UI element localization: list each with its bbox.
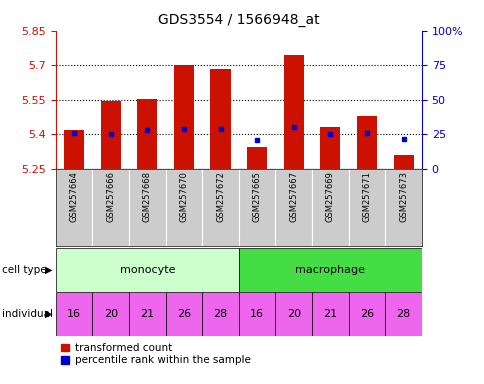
Bar [393,155,413,169]
Text: GSM257668: GSM257668 [142,171,151,222]
Bar [348,292,384,336]
Bar [129,169,166,246]
Bar [166,292,202,336]
Bar [384,169,421,246]
Text: GSM257673: GSM257673 [398,171,408,222]
Bar [239,248,421,292]
Bar [166,169,202,246]
Text: 16: 16 [250,309,264,319]
Text: ▶: ▶ [45,265,52,275]
Bar [92,292,129,336]
Bar [312,169,348,246]
Bar [129,292,166,336]
Bar [137,99,157,169]
Text: individual: individual [2,309,53,319]
Text: 26: 26 [359,309,373,319]
Text: GSM257664: GSM257664 [69,171,78,222]
Text: 20: 20 [286,309,300,319]
Text: GSM257665: GSM257665 [252,171,261,222]
Text: GSM257671: GSM257671 [362,171,371,222]
Bar [312,292,348,336]
Bar [64,130,84,169]
Bar [100,101,121,169]
Bar [275,292,312,336]
Title: GDS3554 / 1566948_at: GDS3554 / 1566948_at [158,13,319,27]
Text: macrophage: macrophage [295,265,364,275]
Text: 20: 20 [104,309,118,319]
Bar [356,116,377,169]
Text: ▶: ▶ [45,309,52,319]
Bar [384,292,421,336]
Bar [56,169,92,246]
Text: 26: 26 [177,309,191,319]
Text: 21: 21 [140,309,154,319]
Text: GSM257666: GSM257666 [106,171,115,222]
Text: 16: 16 [67,309,81,319]
Text: GSM257669: GSM257669 [325,171,334,222]
Bar [348,169,385,246]
Text: 28: 28 [213,309,227,319]
Text: GSM257670: GSM257670 [179,171,188,222]
Bar [202,169,239,246]
Text: monocyte: monocyte [120,265,175,275]
Legend: transformed count, percentile rank within the sample: transformed count, percentile rank withi… [61,343,250,365]
Bar [239,169,275,246]
Bar [92,169,129,246]
Bar [56,248,239,292]
Bar [239,292,275,336]
Text: 28: 28 [396,309,410,319]
Bar [56,292,92,336]
Bar [283,55,303,169]
Bar [275,169,312,246]
Text: GSM257667: GSM257667 [288,171,298,222]
Bar [246,147,267,169]
Bar [202,292,239,336]
Text: cell type: cell type [2,265,47,275]
Bar [173,65,194,169]
Text: 21: 21 [323,309,337,319]
Bar [319,127,340,169]
Bar [210,69,230,169]
Text: GSM257672: GSM257672 [215,171,225,222]
